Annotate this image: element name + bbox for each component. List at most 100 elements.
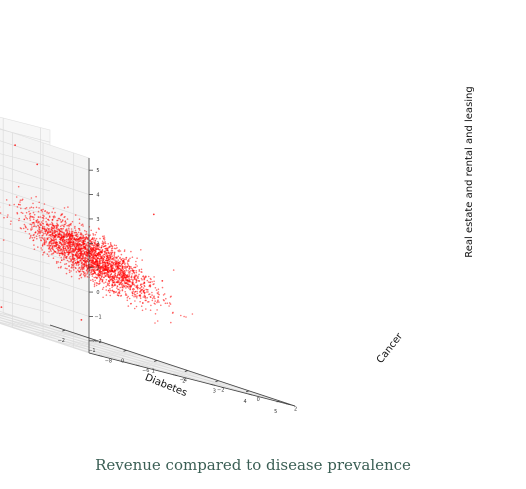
data-point — [116, 278, 118, 280]
data-point — [114, 279, 116, 281]
data-point — [132, 281, 134, 284]
data-point — [114, 291, 117, 294]
data-point — [109, 289, 112, 292]
data-point — [125, 268, 127, 270]
data-point — [54, 242, 56, 245]
data-point — [97, 257, 99, 259]
data-point — [78, 277, 80, 280]
data-point — [68, 244, 70, 247]
data-point — [74, 214, 77, 216]
data-point — [85, 254, 87, 256]
data-point — [69, 255, 71, 258]
data-point — [39, 216, 42, 218]
data-point — [131, 284, 134, 286]
data-point — [124, 285, 126, 288]
data-point — [42, 234, 44, 236]
data-point — [101, 262, 103, 265]
data-point — [29, 223, 32, 226]
data-point — [113, 261, 116, 264]
data-point — [118, 278, 121, 280]
data-point — [56, 236, 59, 238]
data-point — [117, 259, 119, 261]
data-point — [84, 251, 86, 253]
data-point — [61, 235, 64, 237]
data-point — [135, 260, 137, 263]
data-point — [90, 260, 93, 263]
data-point — [98, 255, 100, 258]
data-point — [155, 289, 158, 291]
data-point — [80, 258, 82, 261]
data-point — [154, 297, 156, 300]
data-point — [61, 224, 63, 227]
data-point — [78, 218, 81, 220]
data-point — [48, 242, 51, 244]
data-point — [103, 263, 105, 266]
data-point — [128, 258, 130, 261]
z-tick-label: 0 — [96, 290, 99, 296]
data-point — [74, 248, 77, 250]
y-tick-label: 2 — [294, 407, 297, 413]
data-point — [79, 270, 81, 272]
data-point — [98, 264, 101, 267]
data-point — [33, 236, 36, 239]
data-point — [18, 203, 20, 206]
data-point — [76, 258, 78, 261]
data-point — [79, 249, 82, 252]
data-point — [31, 226, 33, 228]
data-point — [83, 259, 86, 261]
data-point — [95, 245, 97, 248]
data-point — [157, 288, 160, 291]
data-point — [101, 278, 104, 281]
data-point — [42, 243, 44, 245]
data-point — [80, 260, 83, 262]
data-point — [107, 256, 109, 259]
data-point — [130, 250, 132, 253]
data-point — [94, 244, 96, 247]
data-point — [105, 294, 108, 296]
data-point — [121, 267, 124, 270]
data-point — [93, 276, 95, 279]
data-point — [103, 272, 105, 275]
data-point — [105, 273, 108, 276]
data-point — [56, 222, 58, 225]
data-point — [46, 227, 49, 229]
data-point — [106, 252, 108, 254]
data-point — [84, 272, 86, 274]
data-point — [36, 237, 38, 240]
data-point — [128, 273, 131, 275]
data-point — [92, 234, 95, 236]
data-point — [133, 292, 136, 294]
data-point — [59, 252, 61, 254]
data-point — [59, 225, 62, 228]
data-point — [77, 242, 79, 244]
data-point — [98, 280, 101, 283]
data-point — [59, 218, 62, 221]
data-point — [123, 271, 125, 273]
data-point — [30, 234, 32, 237]
data-point — [109, 263, 112, 266]
data-point — [100, 259, 102, 262]
data-point — [42, 231, 44, 234]
data-point — [52, 236, 54, 238]
data-point — [91, 275, 94, 277]
data-point — [125, 269, 128, 272]
data-point — [73, 258, 76, 260]
data-point — [103, 256, 106, 259]
data-point — [60, 243, 62, 245]
data-point — [101, 271, 104, 274]
z-tick-label: 4 — [96, 193, 99, 199]
data-point — [163, 293, 166, 295]
data-point — [94, 279, 96, 282]
data-point — [68, 265, 71, 267]
data-point — [65, 233, 68, 236]
data-point — [134, 266, 137, 269]
data-point — [116, 294, 119, 296]
data-point — [96, 245, 99, 247]
data-point — [116, 260, 118, 263]
data-point — [54, 216, 56, 218]
data-point — [64, 254, 66, 256]
data-point — [117, 292, 119, 295]
data-point — [81, 255, 84, 258]
data-point — [136, 265, 138, 267]
data-point — [109, 266, 111, 268]
